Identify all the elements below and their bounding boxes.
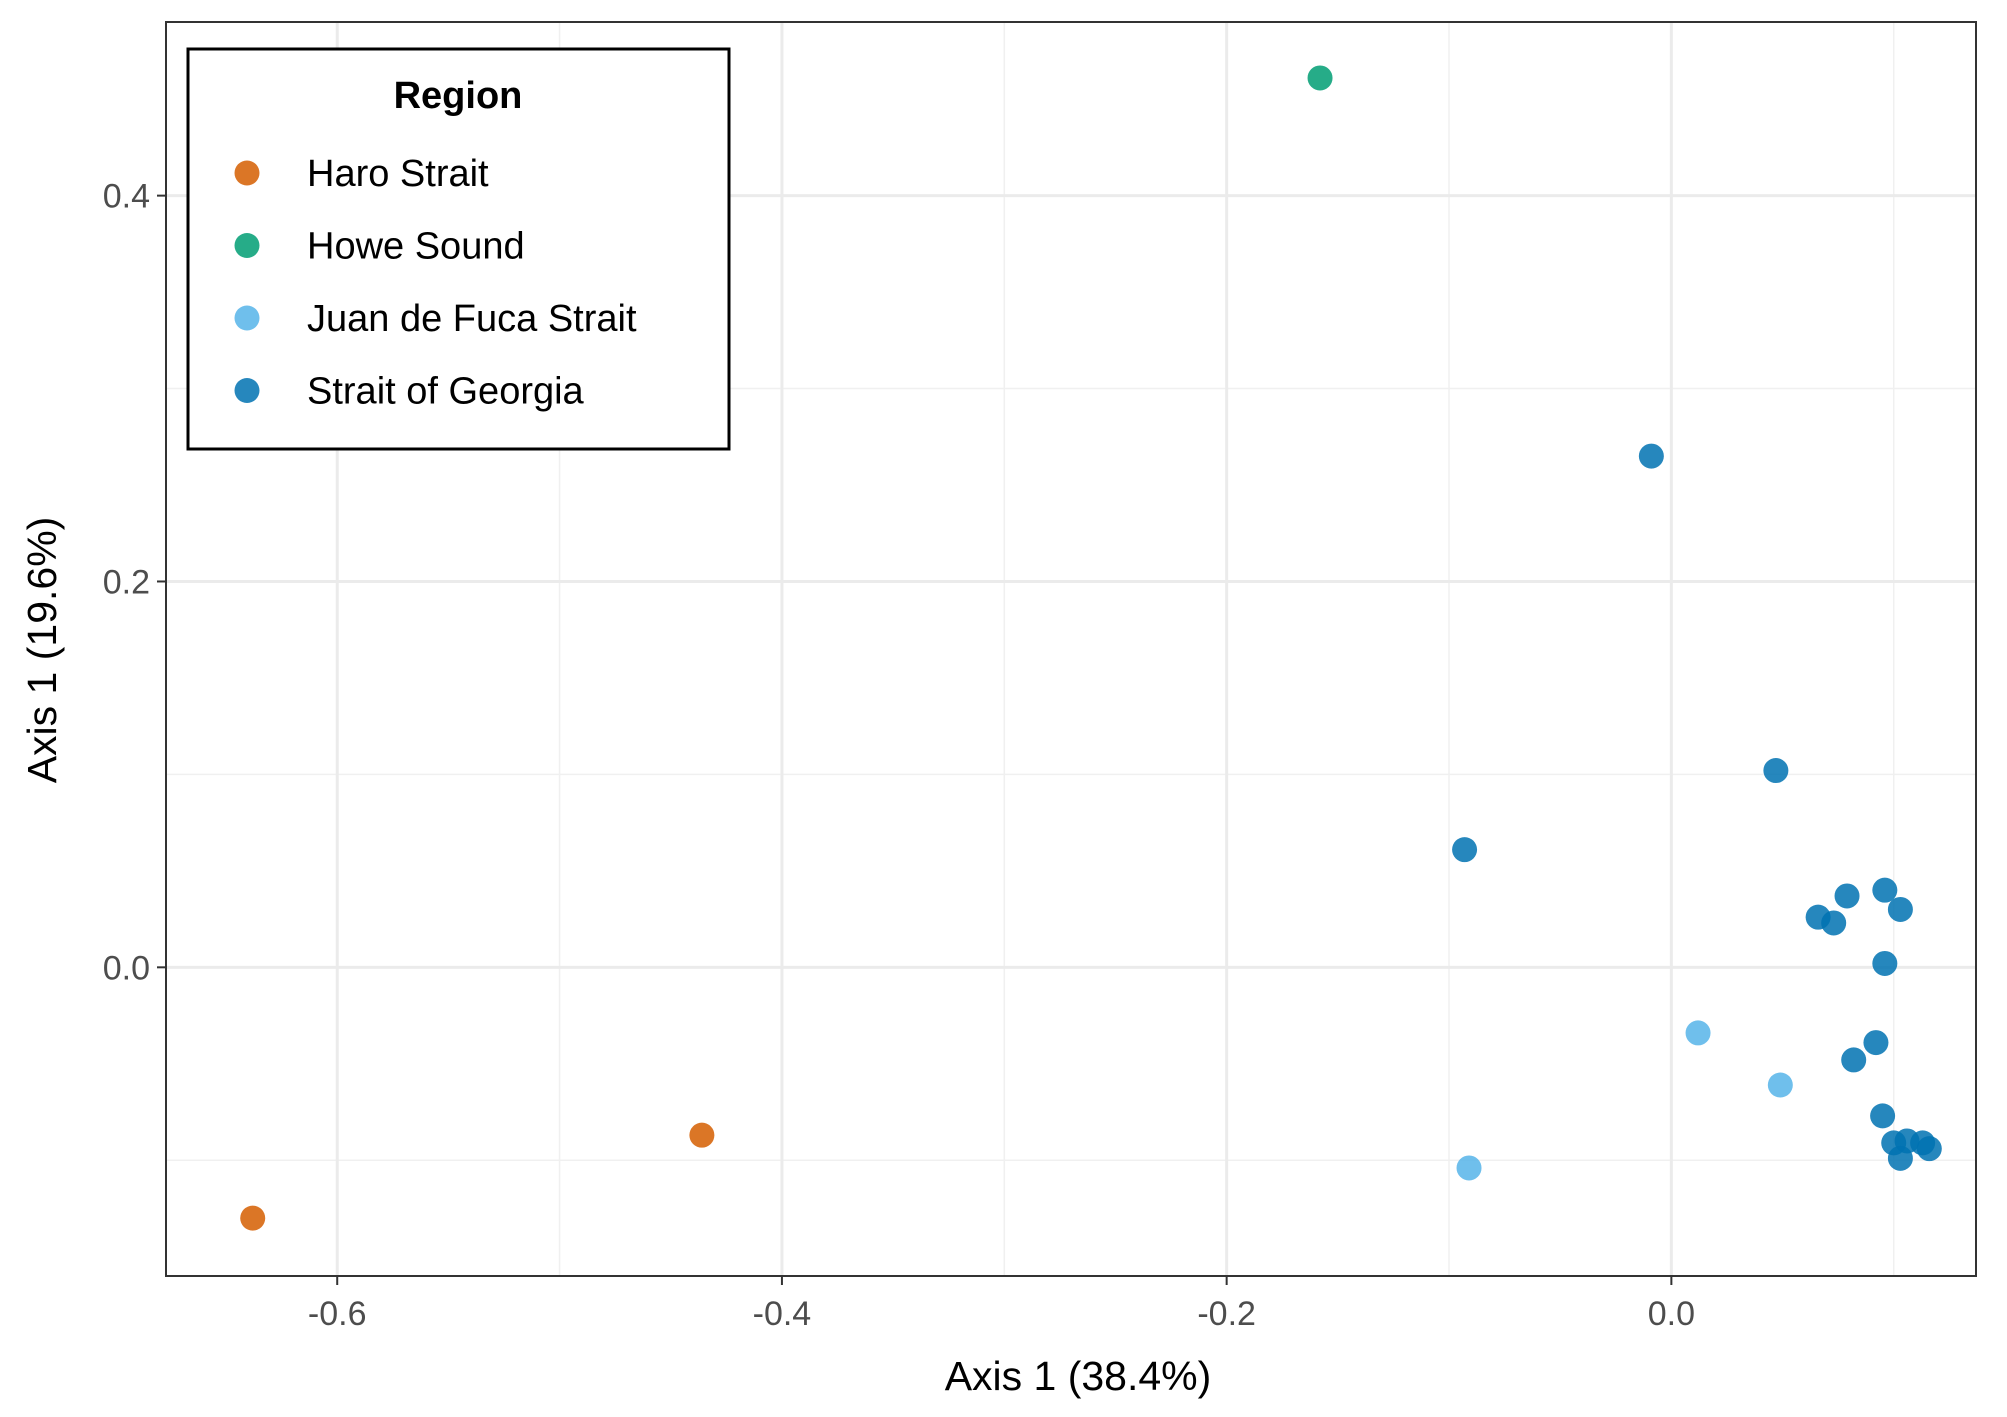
y-tick-label: 0.0	[103, 949, 150, 987]
data-point	[1821, 910, 1847, 936]
legend-key	[234, 233, 260, 258]
legend-label: Howe Sound	[307, 226, 525, 268]
legend-title: Region	[394, 75, 523, 117]
data-point	[689, 1122, 715, 1148]
data-point	[1841, 1047, 1867, 1073]
x-tick-label: -0.4	[753, 1295, 812, 1333]
data-point	[1872, 877, 1898, 903]
legend-box	[186, 47, 731, 451]
y-axis-title: Axis 1 (19.6%)	[19, 517, 65, 784]
data-point	[1685, 1020, 1711, 1046]
data-point	[1872, 950, 1898, 976]
data-point	[1863, 1030, 1889, 1056]
data-points	[240, 65, 1942, 1231]
legend-key	[234, 378, 260, 403]
data-point	[1887, 896, 1913, 922]
data-point	[1638, 443, 1664, 469]
plot-panel-border	[165, 21, 1977, 1277]
data-point	[1763, 758, 1789, 784]
data-point	[1767, 1072, 1793, 1098]
data-point	[1916, 1136, 1942, 1162]
legend-label: Strait of Georgia	[307, 371, 585, 413]
legend: Region Haro Strait Howe Sound Juan de Fuca…	[186, 47, 731, 451]
axis-ticks: -0.6 -0.4 -0.2 0.0 0.0 0.2 0.4	[103, 178, 1695, 1333]
data-point	[1834, 883, 1860, 909]
legend-label: Haro Strait	[307, 153, 489, 195]
data-point	[240, 1205, 266, 1231]
legend-items: Haro Strait Howe Sound Juan de Fuca Strait…	[234, 153, 637, 413]
x-tick-label: -0.2	[1197, 1295, 1256, 1333]
y-tick-label: 0.2	[103, 563, 150, 601]
x-tick-label: 0.0	[1648, 1295, 1695, 1333]
data-point	[1456, 1155, 1482, 1181]
data-point	[1887, 1145, 1913, 1171]
legend-key	[234, 305, 260, 331]
legend-key	[234, 160, 260, 186]
y-tick-label: 0.4	[103, 178, 150, 216]
data-point	[1452, 837, 1478, 863]
data-point	[1307, 65, 1333, 91]
x-tick-label: -0.6	[308, 1295, 367, 1333]
x-axis-title: Axis 1 (38.4%)	[945, 1353, 1212, 1399]
legend-label: Juan de Fuca Strait	[307, 298, 637, 340]
data-point	[1870, 1103, 1896, 1129]
